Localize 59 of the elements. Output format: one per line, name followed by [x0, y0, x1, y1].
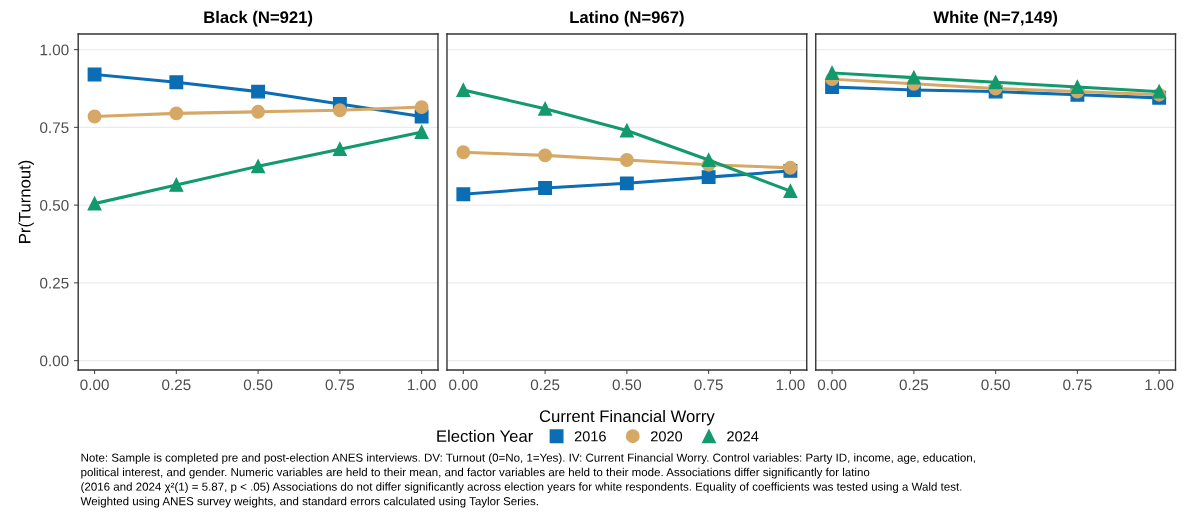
point: [169, 106, 184, 121]
point: [783, 184, 798, 199]
point: [87, 196, 102, 211]
chart-title: Black (N=921): [204, 10, 313, 27]
x-tick-label: 0.25: [899, 379, 929, 391]
x-tick-label: 0.00: [80, 379, 109, 391]
point: [538, 181, 553, 195]
point: [414, 125, 429, 139]
y-axis-title: Pr(Turnout): [18, 160, 34, 243]
point: [456, 145, 471, 160]
point: [251, 159, 266, 174]
y-tick-label: 0.00: [40, 355, 69, 367]
point: [619, 123, 634, 138]
point: [906, 70, 921, 85]
point: [825, 65, 840, 80]
x-tick-label: 1.00: [407, 379, 436, 391]
legend-label: 2024: [727, 431, 759, 442]
x-tick-label: 0.75: [1063, 379, 1092, 391]
x-tick-label: 0.00: [449, 379, 478, 391]
point: [619, 176, 634, 191]
point: [456, 187, 471, 202]
y-tick-label: 0.25: [40, 277, 69, 289]
x-tick-label: 0.25: [162, 379, 191, 391]
point: [538, 101, 553, 116]
point: [456, 83, 471, 97]
point: [87, 109, 102, 124]
text: Note: Sample is completed pre and post-election ANES interviews. DV: Turnout (0=No, 1=Yes). IV: Current Financial Worry. Control variables: Party ID, income, age, education, political interest, and gender. Numeric variables are held to their mean, and factor variables are held to their mode. Associations differ significantly for latino (2016 and 2024 χ²(1) = 5.87, p < .05) Associations do not differ significantly across election years for white respondents. Equality of coefficients was tested using a Wald test. Weighted using ANES survey weights, and standard errors calculated using Taylor Series.: [80, 453, 975, 508]
x-tick-label: 0.50: [612, 379, 642, 391]
point: [87, 67, 102, 82]
legend-title: Election Year: [437, 429, 533, 443]
point: [414, 100, 429, 115]
x-tick-label: 0.75: [325, 379, 355, 391]
point: [169, 75, 184, 90]
point: [1070, 79, 1085, 94]
x-tick-label: 0.75: [694, 379, 723, 391]
chart-title: White (N=7,149): [933, 10, 1058, 27]
point: [701, 170, 716, 185]
chart-title: Latino (N=967): [570, 10, 684, 27]
point: [251, 104, 266, 119]
point: [332, 103, 347, 118]
point: [619, 153, 634, 167]
x-axis-title: Current Financial Worry: [539, 409, 715, 426]
x-tick-label: 1.00: [1145, 379, 1174, 391]
x-tick-label: 0.50: [981, 379, 1010, 391]
point: [701, 153, 716, 167]
legend-label: 2016: [574, 431, 606, 442]
x-tick-label: 0.25: [530, 379, 560, 391]
y-tick-label: 1.00: [40, 44, 69, 56]
x-tick-label: 1.00: [776, 379, 805, 391]
x-tick-label: 0.00: [817, 379, 847, 391]
y-tick-label: 0.75: [40, 122, 69, 134]
point: [251, 84, 266, 99]
point: [332, 142, 347, 157]
x-tick-label: 0.50: [243, 379, 273, 391]
point: [169, 177, 184, 192]
point: [538, 148, 553, 163]
legend-label: 2020: [651, 431, 683, 442]
y-tick-label: 0.50: [40, 199, 69, 211]
point: [988, 75, 1003, 90]
